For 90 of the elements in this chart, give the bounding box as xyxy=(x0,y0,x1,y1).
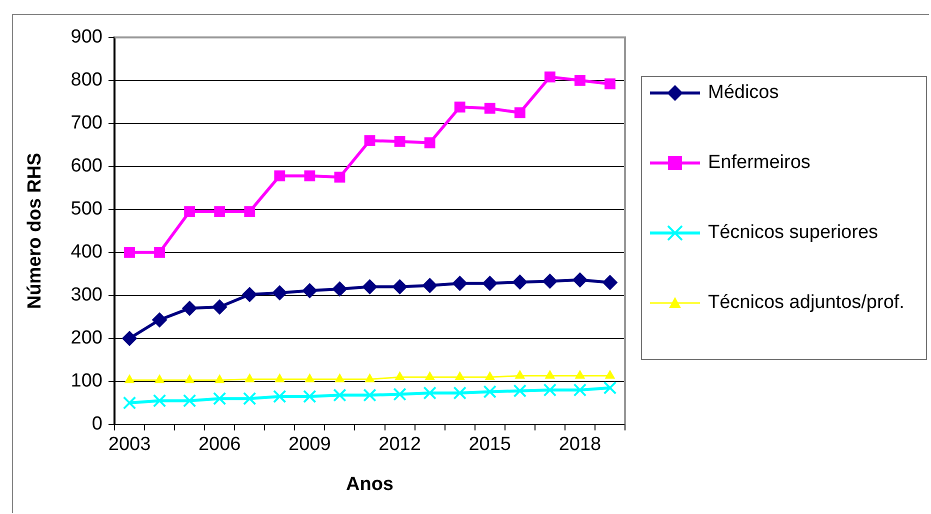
point xyxy=(214,374,224,384)
point xyxy=(484,102,496,114)
legend-label: Enfermeiros xyxy=(708,151,812,174)
legend-label: Técnicos adjuntos/prof. xyxy=(708,291,906,314)
point xyxy=(422,278,438,294)
point xyxy=(152,312,168,328)
y-tick-label: 800 xyxy=(70,70,102,91)
point xyxy=(394,372,405,380)
point xyxy=(602,275,618,290)
point xyxy=(604,78,616,90)
x-axis-title: Anos xyxy=(346,474,394,495)
point xyxy=(152,394,166,408)
point xyxy=(424,372,435,380)
point xyxy=(184,374,194,384)
point xyxy=(212,392,226,406)
x-tick-label: 2015 xyxy=(468,434,512,456)
point xyxy=(574,74,586,86)
point xyxy=(514,107,526,118)
x-tick-label: 2018 xyxy=(558,434,602,456)
point xyxy=(334,172,346,183)
point xyxy=(424,137,436,148)
point xyxy=(605,370,615,379)
point xyxy=(515,370,525,379)
point xyxy=(182,394,196,408)
point xyxy=(242,287,258,302)
y-tick-label: 200 xyxy=(70,328,102,349)
point xyxy=(454,102,466,113)
point xyxy=(244,206,256,217)
point xyxy=(333,388,346,402)
point xyxy=(364,374,375,382)
point xyxy=(122,396,136,410)
point xyxy=(513,384,527,398)
point xyxy=(364,135,376,146)
point xyxy=(393,388,406,401)
point xyxy=(212,300,228,315)
point xyxy=(124,374,134,384)
point xyxy=(363,388,376,402)
point xyxy=(544,72,556,82)
point xyxy=(575,370,585,379)
legend-label: Médicos xyxy=(708,81,780,104)
point xyxy=(542,274,558,289)
point xyxy=(274,170,286,182)
point xyxy=(273,390,286,404)
point xyxy=(453,386,466,400)
x-tick-label: 2012 xyxy=(378,434,421,456)
point xyxy=(452,276,468,291)
point xyxy=(485,372,495,380)
point xyxy=(362,279,378,294)
point xyxy=(543,383,557,397)
point xyxy=(242,392,256,406)
point xyxy=(455,372,465,380)
y-tick-label: 100 xyxy=(70,370,102,392)
point xyxy=(512,274,528,290)
point xyxy=(244,374,254,382)
x-tick-label: 2006 xyxy=(198,434,241,456)
point xyxy=(573,383,587,397)
point xyxy=(214,206,226,217)
point xyxy=(154,246,165,258)
point xyxy=(302,283,318,298)
point xyxy=(272,285,288,300)
point xyxy=(154,374,164,384)
point xyxy=(572,272,588,288)
point xyxy=(122,330,138,346)
point xyxy=(394,136,406,147)
y-tick-label: 0 xyxy=(92,414,102,435)
x-tick-label: 2009 xyxy=(288,434,331,456)
point xyxy=(482,276,498,291)
point xyxy=(304,170,316,182)
y-tick-label: 900 xyxy=(70,26,102,48)
legend-label: Técnicos superiores xyxy=(708,221,880,244)
y-tick-label: 400 xyxy=(70,242,102,263)
y-tick-label: 500 xyxy=(70,198,102,220)
y-tick-label: 300 xyxy=(70,284,102,306)
point xyxy=(483,385,497,398)
point xyxy=(303,390,316,404)
point xyxy=(545,370,555,379)
x-tick-label: 2003 xyxy=(108,434,151,456)
point xyxy=(184,206,196,217)
point xyxy=(423,386,436,400)
point xyxy=(304,374,315,382)
y-tick-label: 600 xyxy=(70,156,102,177)
point xyxy=(274,374,284,382)
point xyxy=(332,281,348,296)
point xyxy=(603,381,617,395)
point xyxy=(392,279,408,294)
point xyxy=(124,246,135,258)
point xyxy=(182,300,198,316)
y-axis-title: Número dos RHS xyxy=(24,152,46,310)
point xyxy=(334,374,345,382)
y-tick-label: 700 xyxy=(70,112,102,134)
